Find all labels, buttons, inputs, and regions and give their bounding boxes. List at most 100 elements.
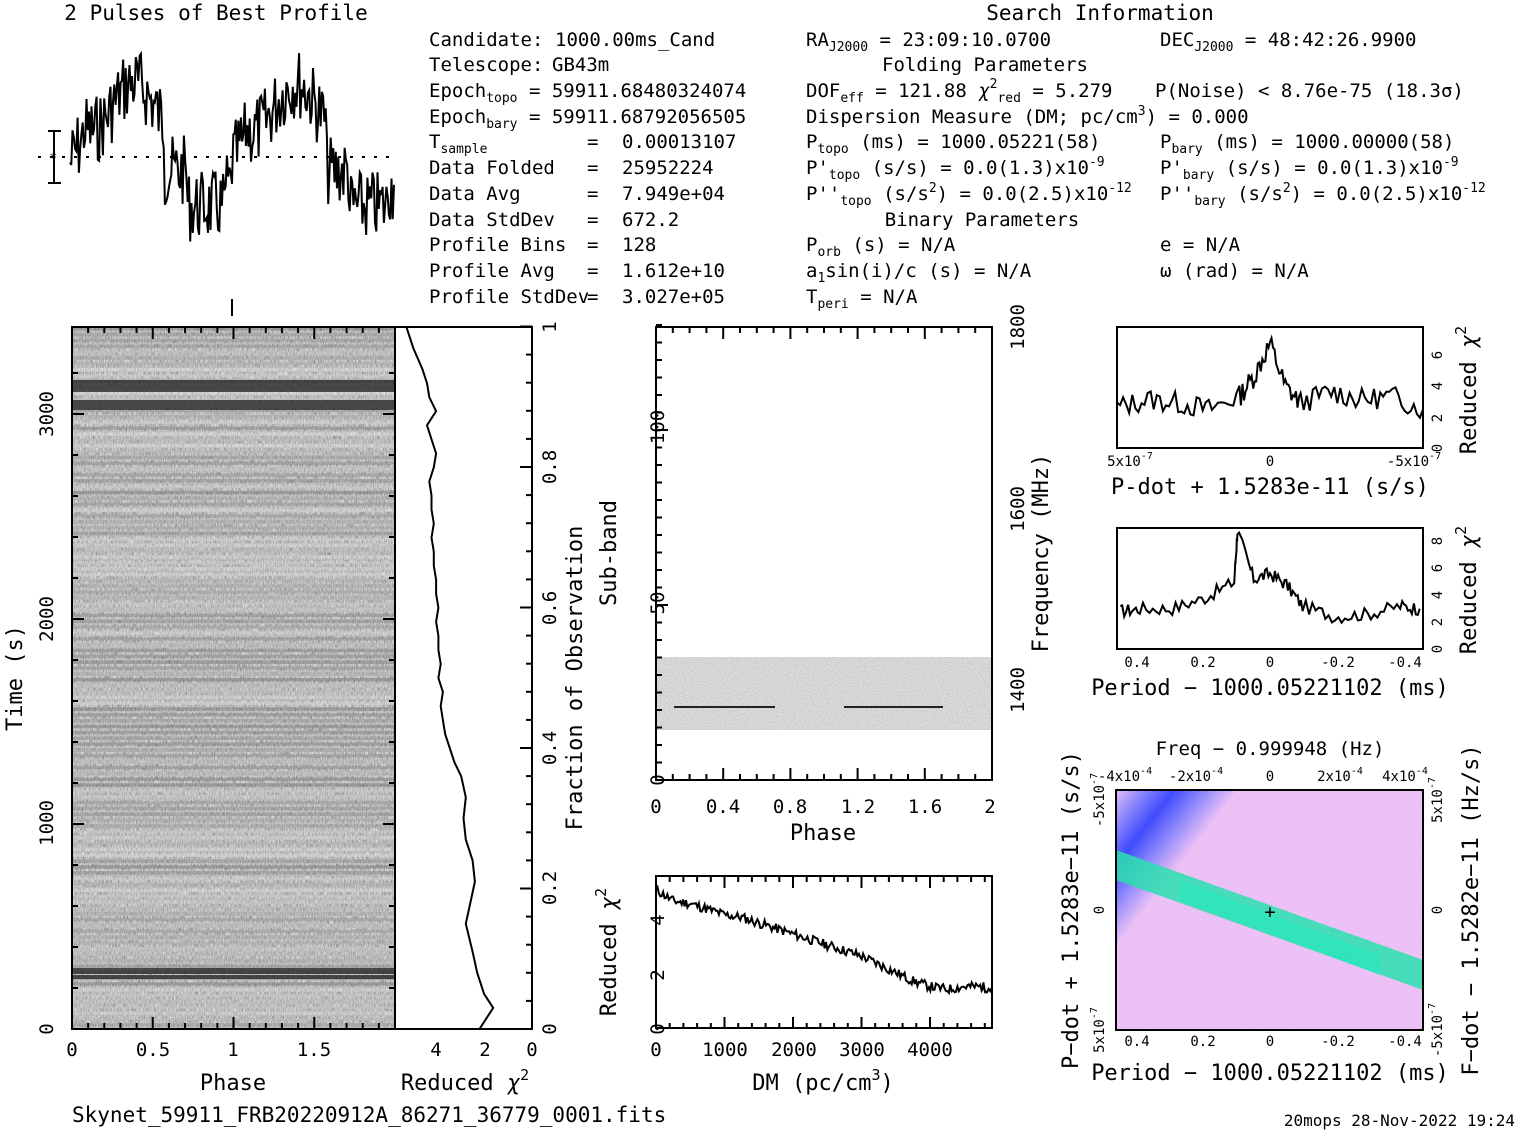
svg-text:1.2: 1.2 xyxy=(841,796,875,818)
time-phase-row xyxy=(72,865,395,869)
info-p-topo: Ptopo (ms) = 1000.05221(58) xyxy=(806,131,1100,157)
info-profile-bins: Profile Bins = 128 xyxy=(429,234,656,256)
time-phase-row xyxy=(72,473,395,477)
svg-text:0: 0 xyxy=(1266,769,1274,785)
time-phase-row xyxy=(72,426,395,430)
svg-text:0: 0 xyxy=(1266,655,1274,671)
time-phase-row xyxy=(72,882,395,887)
time-phase-row xyxy=(72,408,395,413)
svg-text:5x10-7: 5x10-7 xyxy=(1107,451,1153,470)
time-phase-dark-band xyxy=(72,380,395,392)
tp-xtick-1: 1 xyxy=(227,1039,238,1061)
time-phase-row xyxy=(72,724,395,729)
time-phase-row xyxy=(72,601,395,606)
time-phase-row xyxy=(72,859,395,863)
svg-text:0.8: 0.8 xyxy=(539,450,561,484)
info-omega: ω (rad) = N/A xyxy=(1160,260,1309,282)
time-phase-row xyxy=(72,736,395,741)
time-phase-row xyxy=(72,543,395,547)
info-data-avg: Data Avg = 7.949e+04 xyxy=(429,183,725,205)
time-phase-row xyxy=(72,754,395,758)
time-phase-row xyxy=(72,672,395,676)
search-info: Search Information RAJ2000 = 23:09:10.07… xyxy=(806,1,1486,312)
svg-text:1800: 1800 xyxy=(1007,304,1029,350)
time-phase-row xyxy=(72,362,395,366)
info-telescope: Telescope: GB43m xyxy=(429,54,609,76)
time-phase-row xyxy=(72,689,395,694)
time-phase-row xyxy=(72,894,395,898)
svg-text:0: 0 xyxy=(1430,906,1446,914)
svg-text:0: 0 xyxy=(1430,444,1446,452)
time-phase-row xyxy=(72,619,395,624)
profile-plot: * xyxy=(38,50,396,316)
svg-text:0.8: 0.8 xyxy=(773,796,807,818)
time-phase-row xyxy=(72,929,395,934)
info-dec: DECJ2000 = 48:42:26.9900 xyxy=(1160,29,1417,55)
svg-text:0.6: 0.6 xyxy=(539,591,561,625)
svg-text:0: 0 xyxy=(1266,454,1274,470)
tp-ytick-1000: 1000 xyxy=(36,800,58,846)
time-phase-row xyxy=(72,467,395,471)
svg-text:1600: 1600 xyxy=(1007,486,1029,532)
time-phase-row xyxy=(72,906,395,910)
svg-text:0.2: 0.2 xyxy=(1190,655,1215,671)
info-ra: RAJ2000 = 23:09:10.0700 xyxy=(806,29,1051,55)
time-phase-row xyxy=(72,338,395,343)
svg-text:2: 2 xyxy=(1430,414,1446,422)
time-phase-row xyxy=(72,765,395,770)
time-phase-row xyxy=(72,853,395,858)
time-phase-row xyxy=(72,952,395,957)
time-phase-row xyxy=(72,449,395,454)
time-phase-row xyxy=(72,461,395,466)
tp-ylabel: Time (s) xyxy=(3,625,28,731)
svg-text:1000: 1000 xyxy=(702,1039,748,1061)
time-phase-row xyxy=(72,789,395,793)
tp-ytick-2000: 2000 xyxy=(36,596,58,642)
svg-text:-5x10-7: -5x10-7 xyxy=(1427,1003,1446,1057)
time-phase-row xyxy=(72,613,395,618)
time-phase-row xyxy=(72,367,395,372)
info-a1: a1sin(i)/c (s) = N/A xyxy=(806,260,1032,286)
pdot-line xyxy=(1116,334,1424,420)
svg-text:0: 0 xyxy=(1430,645,1446,653)
info-pnoise: P(Noise) < 8.76e-75 (18.3σ) xyxy=(1155,80,1464,102)
time-phase-row xyxy=(72,900,395,904)
svg-text:2: 2 xyxy=(1430,618,1446,626)
svg-text:4: 4 xyxy=(1430,591,1446,599)
time-phase-row xyxy=(72,742,395,746)
svg-text:-2x10-4: -2x10-4 xyxy=(1169,766,1223,785)
tp-ytick-3000: 3000 xyxy=(36,391,58,437)
svg-text:0.4: 0.4 xyxy=(706,796,740,818)
time-phase-row xyxy=(72,596,395,600)
svg-text:4: 4 xyxy=(1430,382,1446,390)
time-phase-row xyxy=(72,479,395,483)
sb-y2label: Frequency (MHz) xyxy=(1029,454,1054,653)
info-dof: DOFeff = 121.88 χ2red = 5.279 xyxy=(806,77,1112,106)
time-phase-row xyxy=(72,982,395,986)
time-phase-row xyxy=(72,818,395,822)
tp-xtick-05: 0.5 xyxy=(136,1039,170,1061)
cf-ylabel: Fraction of Observation xyxy=(563,526,588,831)
time-phase-dark-band xyxy=(72,968,395,974)
time-phase-row xyxy=(72,964,395,969)
tp-ytick-0: 0 xyxy=(36,1023,58,1034)
svg-text:1: 1 xyxy=(539,321,561,332)
svg-text:5x10-7: 5x10-7 xyxy=(1427,777,1446,823)
time-phase-row xyxy=(72,625,395,629)
time-phase-row xyxy=(72,830,395,834)
time-phase-row xyxy=(72,496,395,501)
info-e: e = N/A xyxy=(1160,234,1241,256)
time-phase-row xyxy=(72,531,395,536)
time-phase-row xyxy=(72,344,395,349)
time-phase-row xyxy=(72,637,395,641)
pp-xlabel: Period − 1000.05221102 (ms) xyxy=(1091,1061,1449,1086)
info-data-folded: Data Folded = 25952224 xyxy=(429,157,714,179)
svg-text:*: * xyxy=(49,151,57,167)
time-phase-row xyxy=(72,537,395,542)
svg-text:-4x10-4: -4x10-4 xyxy=(1098,766,1152,785)
time-phase-row xyxy=(72,432,395,436)
svg-text:0: 0 xyxy=(647,774,669,785)
svg-text:3000: 3000 xyxy=(839,1039,885,1061)
time-phase-row xyxy=(72,502,395,507)
pp-best-marker: + xyxy=(1264,901,1275,923)
